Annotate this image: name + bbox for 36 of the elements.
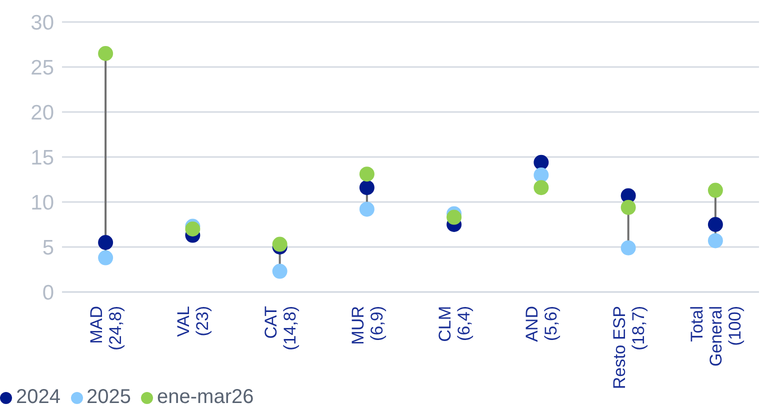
point bbox=[98, 46, 114, 61]
point bbox=[98, 235, 114, 250]
point bbox=[708, 182, 723, 198]
y-tick-label: 20 bbox=[30, 101, 54, 124]
legend-label: 2024 bbox=[16, 386, 60, 408]
x-tick-label: Resto ESP (18,7) bbox=[610, 306, 648, 390]
x-tick-label: AND (5,6) bbox=[522, 306, 561, 342]
x-tick-label: MUR (6,9) bbox=[348, 306, 386, 345]
point bbox=[185, 222, 200, 236]
y-tick-label: 25 bbox=[30, 56, 54, 80]
point bbox=[359, 180, 374, 196]
point bbox=[620, 240, 636, 256]
point bbox=[620, 200, 636, 215]
point bbox=[98, 250, 114, 266]
x-tick-label: Total General (100) bbox=[687, 306, 744, 366]
y-tick-label: 5 bbox=[42, 236, 54, 260]
x-tick-label: VAL (23) bbox=[174, 306, 212, 337]
point bbox=[446, 210, 462, 225]
point bbox=[272, 264, 288, 279]
point bbox=[359, 202, 374, 217]
x-tick-label: CAT (14,8) bbox=[261, 306, 300, 350]
x-tick-label: CLM (6,4) bbox=[436, 306, 474, 342]
y-tick-label: 10 bbox=[30, 191, 54, 214]
point bbox=[708, 233, 723, 248]
y-tick-label: 15 bbox=[30, 146, 54, 170]
legend-label: 2025 bbox=[86, 386, 131, 408]
point bbox=[534, 180, 549, 196]
point bbox=[272, 236, 288, 252]
point bbox=[534, 168, 549, 182]
x-tick-label: MAD (24,8) bbox=[87, 306, 126, 350]
point bbox=[708, 217, 723, 232]
point bbox=[359, 166, 374, 182]
y-tick-label: 0 bbox=[42, 281, 54, 304]
point bbox=[534, 154, 549, 170]
legend-label: ene-mar26 bbox=[157, 386, 254, 408]
y-tick-label: 30 bbox=[30, 11, 54, 34]
